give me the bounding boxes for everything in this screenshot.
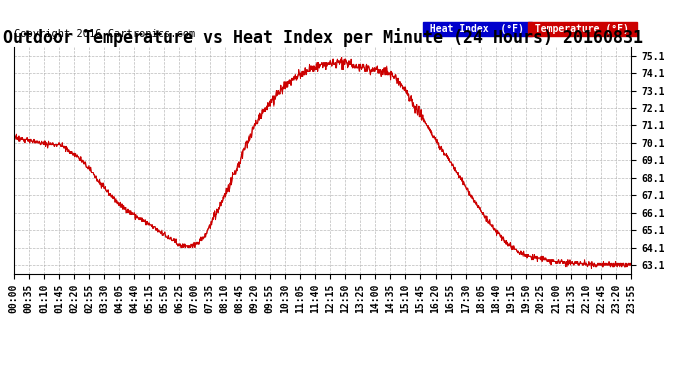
Text: Heat Index  (°F): Heat Index (°F) [424,24,530,34]
Text: Temperature (°F): Temperature (°F) [529,24,635,34]
Text: Copyright 2016 Cartronics.com: Copyright 2016 Cartronics.com [14,29,195,39]
Title: Outdoor Temperature vs Heat Index per Minute (24 Hours) 20160831: Outdoor Temperature vs Heat Index per Mi… [3,28,642,47]
